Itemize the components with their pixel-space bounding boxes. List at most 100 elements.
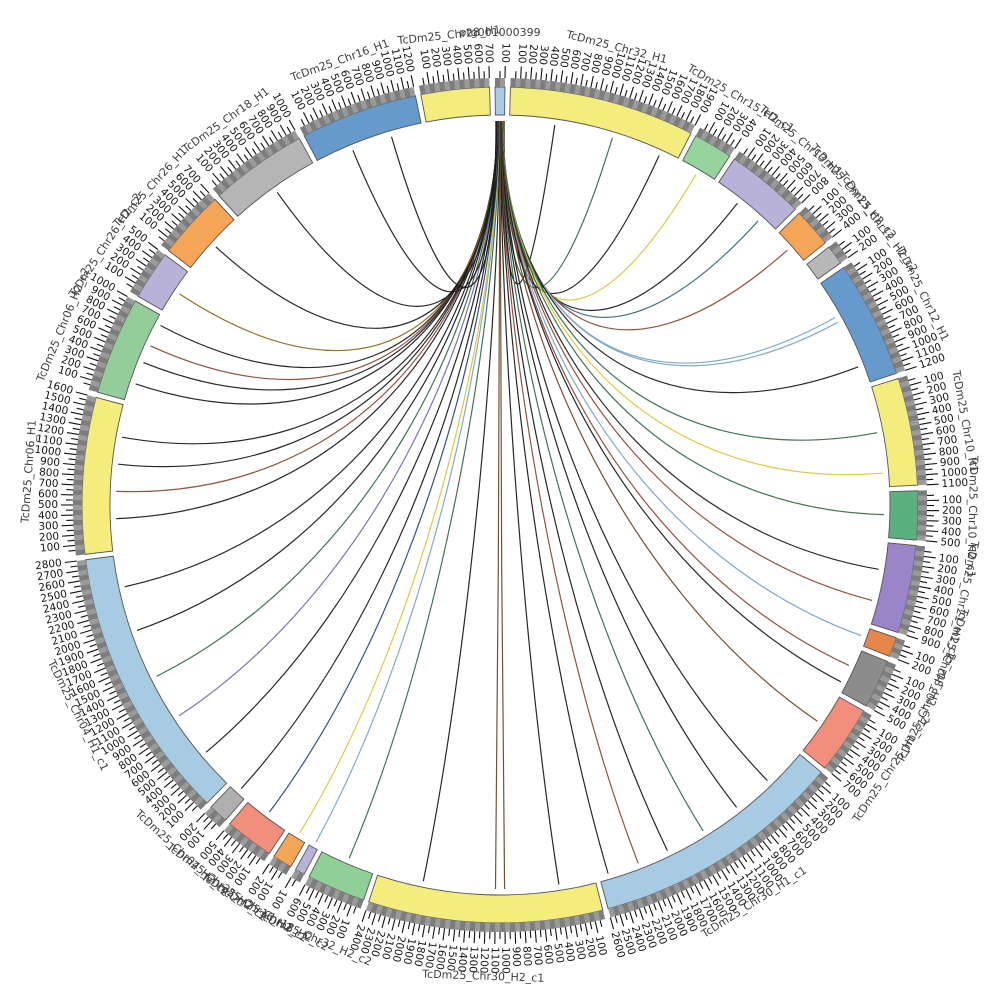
- ruler-strip-block: [559, 82, 566, 93]
- tick-mark: [520, 66, 522, 79]
- synteny-link: [118, 120, 499, 468]
- ruler-strip-block: [94, 365, 105, 374]
- tick-mark: [75, 391, 88, 396]
- tick-mark: [457, 67, 460, 81]
- ruler-strip-block: [130, 287, 141, 297]
- tick-mark: [438, 927, 441, 935]
- ruler-strip-block: [74, 539, 84, 546]
- tick-marks: [61, 391, 88, 552]
- tick-mark: [253, 141, 261, 152]
- tick-mark: [712, 128, 718, 136]
- tick-mark: [286, 126, 292, 134]
- ruler-strip-block: [915, 454, 925, 461]
- tick-mark: [303, 112, 310, 124]
- tick-mark: [822, 220, 829, 226]
- tick-mark: [336, 901, 343, 913]
- tick-mark: [309, 114, 314, 122]
- tick-marks: [515, 66, 702, 126]
- tick-mark: [545, 73, 548, 81]
- tick-label: 400: [38, 510, 58, 522]
- tick-mark: [126, 283, 133, 288]
- tick-mark: [473, 931, 476, 944]
- tick-label: 700: [925, 614, 947, 631]
- tick-mark: [442, 928, 446, 941]
- tick-mark: [758, 844, 764, 851]
- tick-mark: [821, 785, 832, 795]
- tick-mark: [690, 116, 695, 124]
- ruler-strip-block: [645, 104, 654, 115]
- synteny-link: [205, 120, 500, 753]
- tick-mark: [337, 101, 342, 109]
- ruler-strip-block: [549, 919, 556, 930]
- tick-mark: [61, 524, 74, 527]
- ruler-strip-block: [899, 623, 910, 631]
- ruler-strip-block: [783, 808, 794, 819]
- tick-mark: [220, 166, 229, 177]
- tick-mark: [68, 458, 76, 461]
- tick-mark: [222, 833, 229, 840]
- tick-label: 900: [39, 455, 60, 469]
- tick-mark: [452, 73, 455, 81]
- tick-label: 200: [582, 937, 598, 959]
- tick-label: 2400: [42, 598, 71, 616]
- tick-mark: [909, 625, 922, 630]
- tick-mark: [863, 727, 871, 733]
- tick-mark: [270, 130, 278, 141]
- tick-mark: [227, 166, 233, 173]
- tick-mark: [238, 846, 245, 853]
- chromosome-segment-ptg001000399: 100 ptg001000399: [459, 26, 541, 116]
- ruler-strip-block: [120, 696, 131, 705]
- tick-mark: [725, 867, 731, 874]
- tick-mark: [914, 605, 927, 610]
- tick-marks: [906, 550, 936, 640]
- tick-mark: [574, 925, 579, 938]
- tick-mark: [734, 138, 742, 149]
- tick-mark: [177, 790, 184, 797]
- tick-mark: [184, 802, 194, 812]
- tick-marks: [80, 290, 128, 386]
- synteny-link: [178, 120, 498, 351]
- tick-mark: [653, 99, 657, 107]
- chromosome-band: [494, 86, 506, 116]
- ruler-strip-block: [737, 846, 747, 857]
- tick-label: 300: [572, 939, 587, 961]
- tick-mark: [104, 681, 112, 686]
- tick-label: 700: [937, 434, 959, 449]
- ruler-strip-block: [873, 688, 884, 698]
- synteny-link: [352, 120, 497, 293]
- tick-mark: [887, 682, 900, 689]
- tick-label: 800: [39, 466, 60, 479]
- ruler-strip-block: [393, 90, 401, 101]
- ruler-strip-block: [98, 356, 109, 364]
- tick-mark: [643, 906, 648, 914]
- tick-mark: [210, 823, 217, 830]
- ruler-strip-block: [650, 893, 659, 904]
- tick-mark: [867, 281, 879, 289]
- ruler-strip-block: [912, 565, 923, 572]
- ruler-strip-block: [201, 196, 212, 207]
- tick-marks: [262, 863, 283, 880]
- tick-marks: [196, 813, 217, 830]
- tick-mark: [560, 70, 564, 83]
- tick-mark: [797, 811, 803, 817]
- ruler-strip-block: [355, 898, 364, 909]
- ruler-strip-block: [429, 917, 436, 927]
- ruler-strip-block: [753, 834, 764, 845]
- tick-mark: [766, 837, 772, 844]
- tick-mark: [530, 67, 533, 80]
- tick-mark: [134, 734, 141, 740]
- tick-mark: [376, 88, 380, 96]
- ruler-strip-block: [157, 754, 168, 765]
- tick-mark: [814, 792, 825, 802]
- tick-mark: [911, 387, 919, 391]
- tick-label: 200: [937, 563, 959, 578]
- tick-mark: [102, 686, 114, 693]
- tick-mark: [106, 308, 119, 315]
- tick-mark: [381, 916, 386, 928]
- tick-mark: [730, 139, 735, 146]
- tick-mark: [102, 317, 114, 324]
- tick-label: 300: [38, 520, 59, 533]
- tick-label: 300: [536, 44, 550, 65]
- ruler-strip-block: [819, 229, 830, 239]
